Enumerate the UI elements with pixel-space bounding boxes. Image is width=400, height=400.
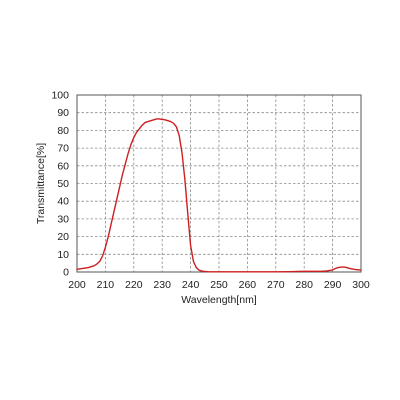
x-tick-label: 250 <box>210 279 228 291</box>
y-tick-label: 80 <box>57 125 69 137</box>
x-tick-label: 270 <box>267 279 285 291</box>
x-tick-label: 240 <box>182 279 200 291</box>
x-tick-label: 200 <box>68 279 86 291</box>
x-tick-label: 300 <box>352 279 370 291</box>
y-tick-labels: 0 10 20 30 40 50 60 70 80 90 100 <box>51 90 69 279</box>
y-tick-label: 0 <box>63 267 69 279</box>
y-tick-label: 20 <box>57 231 69 243</box>
y-tick-label: 30 <box>57 213 69 225</box>
y-tick-label: 10 <box>57 249 69 261</box>
x-tick-labels: 200 210 220 230 240 250 260 270 280 290 300 <box>68 279 370 291</box>
x-tick-label: 230 <box>153 279 171 291</box>
x-tick-label: 290 <box>324 279 342 291</box>
y-tick-label: 60 <box>57 160 69 172</box>
y-tick-label: 70 <box>57 143 69 155</box>
y-tick-label: 40 <box>57 196 69 208</box>
series-layer <box>76 118 362 273</box>
y-tick-label: 90 <box>57 107 69 119</box>
x-tick-label: 210 <box>97 279 115 291</box>
x-axis-title: Wavelength[nm] <box>181 294 257 306</box>
x-tick-label: 260 <box>239 279 257 291</box>
grid-lines <box>77 95 361 272</box>
y-axis-title: Transmittance[%] <box>35 143 47 224</box>
x-tick-label: 280 <box>295 279 313 291</box>
y-tick-label: 50 <box>57 178 69 190</box>
series-line-transmittance <box>76 118 362 273</box>
y-tick-label: 100 <box>51 90 69 102</box>
x-tick-label: 220 <box>125 279 143 291</box>
